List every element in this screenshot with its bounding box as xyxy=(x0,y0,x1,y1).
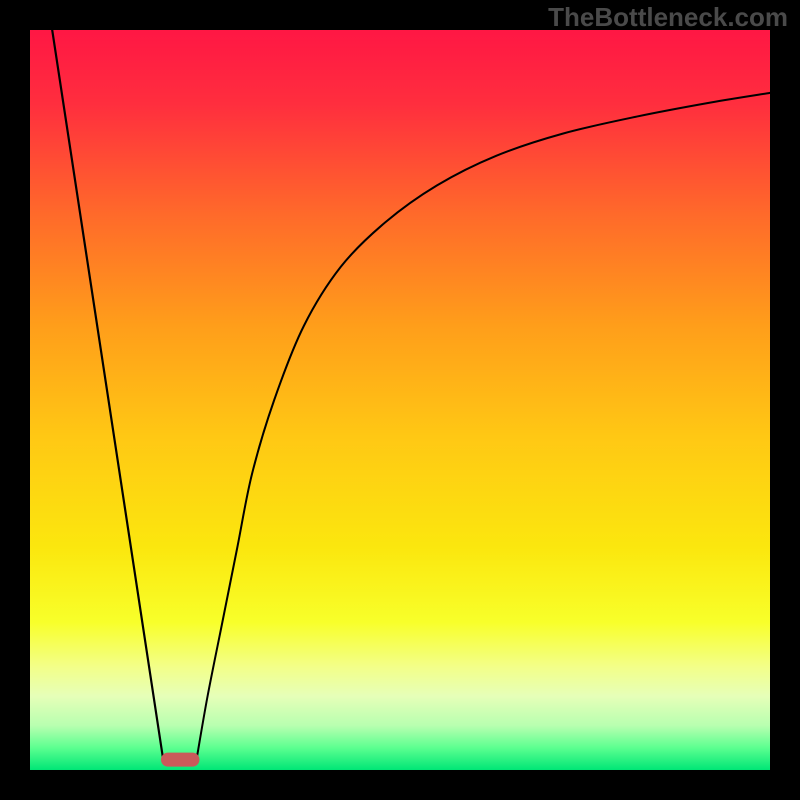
watermark-text: TheBottleneck.com xyxy=(548,2,788,33)
plot-area xyxy=(30,30,770,770)
chart-container: TheBottleneck.com xyxy=(0,0,800,800)
optimal-marker xyxy=(161,753,199,767)
bottleneck-chart xyxy=(0,0,800,800)
